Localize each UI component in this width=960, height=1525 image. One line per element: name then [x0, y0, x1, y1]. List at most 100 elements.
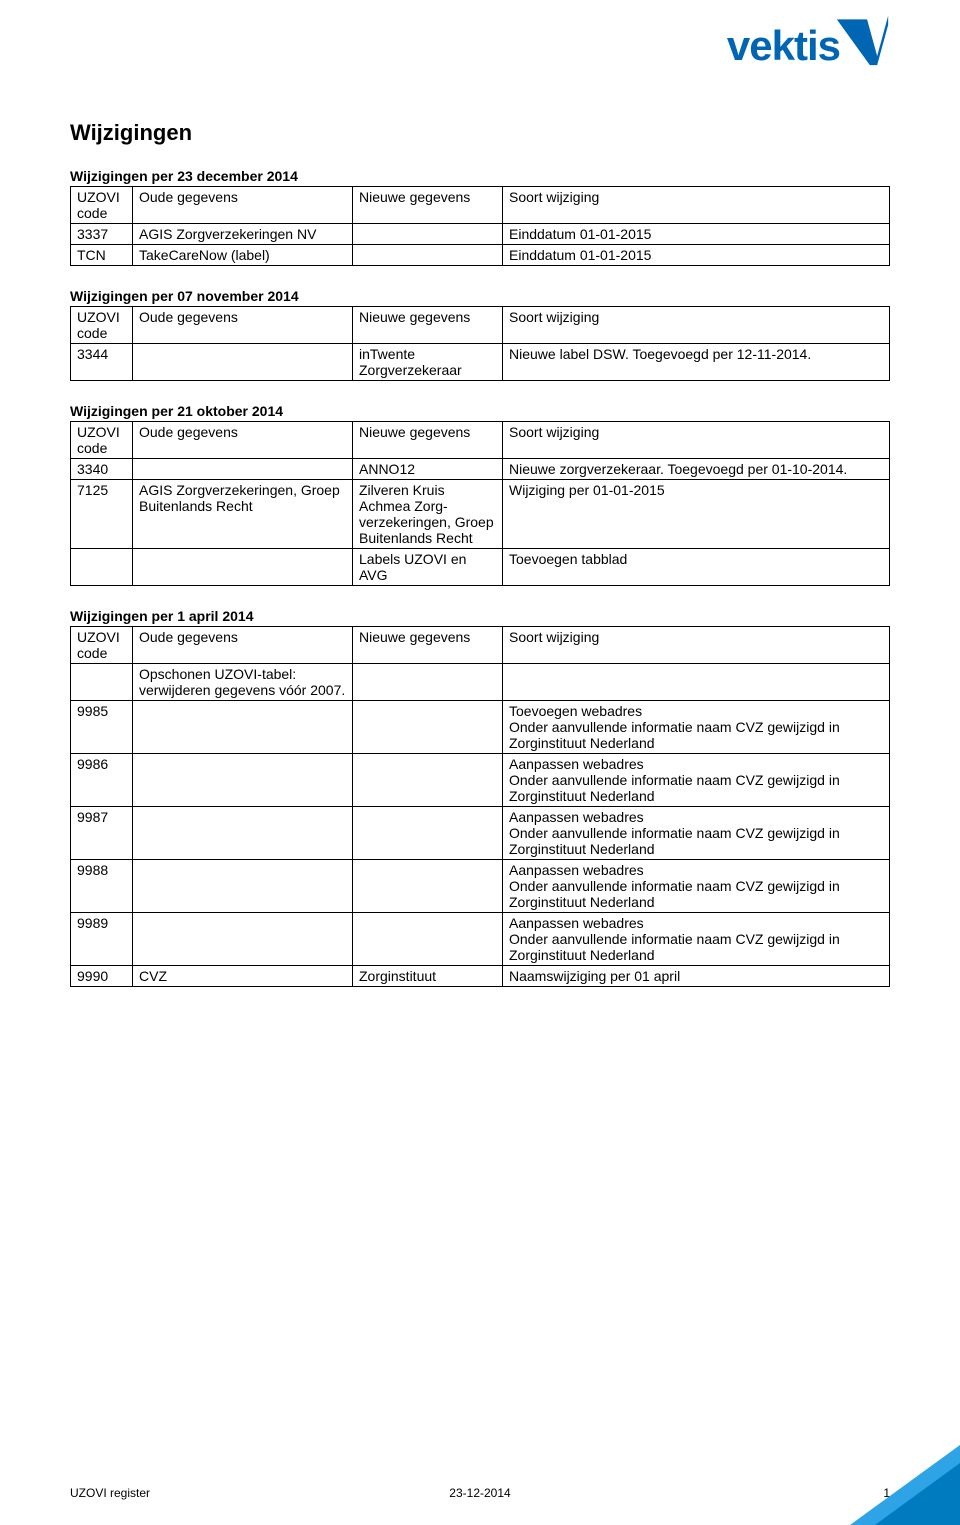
header-nieuwe: Nieuwe gegevens [353, 307, 503, 344]
changes-table: UZOVI codeOude gegevensNieuwe gegevensSo… [70, 306, 890, 381]
header-code: UZOVI code [71, 307, 133, 344]
header-code: UZOVI code [71, 187, 133, 224]
header-soort: Soort wijziging [503, 187, 890, 224]
cell-nieuwe: inTwente Zorgverzekeraar [353, 344, 503, 381]
table-row: 3337AGIS Zorgverzekeringen NV Einddatum 0… [71, 224, 890, 245]
cell-soort: Einddatum 01-01-2015 [503, 245, 890, 266]
table-row: 9985 Toevoegen webadresOnder aanvullende … [71, 701, 890, 754]
section-title: Wijzigingen per 21 oktober 2014 [70, 403, 890, 419]
table-header-row: UZOVI codeOude gegevensNieuwe gegevensSo… [71, 422, 890, 459]
cell-oude: AGIS Zorgverzekeringen, Groep Buitenland… [133, 480, 353, 549]
header-code: UZOVI code [71, 422, 133, 459]
cell-nieuwe [353, 701, 503, 754]
header-oude: Oude gegevens [133, 187, 353, 224]
header-soort: Soort wijziging [503, 422, 890, 459]
cell-nieuwe: Zilveren Kruis Achmea Zorg-verzekeringen… [353, 480, 503, 549]
cell-code: 7125 [71, 480, 133, 549]
cell-nieuwe [353, 913, 503, 966]
cell-soort: Nieuwe label DSW. Toegevoegd per 12-11-2… [503, 344, 890, 381]
header-nieuwe: Nieuwe gegevens [353, 422, 503, 459]
cell-oude [133, 807, 353, 860]
table-row: 3340 ANNO12Nieuwe zorgverzekeraar. Toegev… [71, 459, 890, 480]
cell-soort: Aanpassen webadresOnder aanvullende info… [503, 913, 890, 966]
cell-code: 9989 [71, 913, 133, 966]
sections-container: Wijzigingen per 23 december 2014 UZOVI co… [70, 168, 890, 987]
cell-soort: Toevoegen tabblad [503, 549, 890, 586]
page-title: Wijzigingen [70, 120, 890, 146]
table-header-row: UZOVI codeOude gegevensNieuwe gegevensSo… [71, 627, 890, 664]
table-row: 9989 Aanpassen webadresOnder aanvullende … [71, 913, 890, 966]
header-soort: Soort wijziging [503, 627, 890, 664]
section-title: Wijzigingen per 07 november 2014 [70, 288, 890, 304]
header-oude: Oude gegevens [133, 307, 353, 344]
footer-date: 23-12-2014 [449, 1486, 510, 1500]
cell-code: 9986 [71, 754, 133, 807]
header-code: UZOVI code [71, 627, 133, 664]
cell-nieuwe: ANNO12 [353, 459, 503, 480]
changes-table: UZOVI codeOude gegevensNieuwe gegevensSo… [70, 421, 890, 586]
header-oude: Oude gegevens [133, 422, 353, 459]
cell-code: 9990 [71, 966, 133, 987]
cell-soort: Aanpassen webadresOnder aanvullende info… [503, 754, 890, 807]
table-row: Labels UZOVI en AVGToevoegen tabblad [71, 549, 890, 586]
cell-nieuwe [353, 224, 503, 245]
cell-soort: Naamswijziging per 01 april [503, 966, 890, 987]
cell-soort: Aanpassen webadresOnder aanvullende info… [503, 807, 890, 860]
cell-soort [503, 664, 890, 701]
table-row: 3344 inTwente ZorgverzekeraarNieuwe label… [71, 344, 890, 381]
logo-text: vektis [727, 25, 840, 67]
table-header-row: UZOVI codeOude gegevensNieuwe gegevensSo… [71, 307, 890, 344]
logo: vektis [727, 12, 890, 67]
table-header-row: UZOVI codeOude gegevensNieuwe gegevensSo… [71, 187, 890, 224]
changes-table: UZOVI codeOude gegevensNieuwe gegevensSo… [70, 626, 890, 987]
cell-code: 9987 [71, 807, 133, 860]
cell-oude [133, 459, 353, 480]
cell-soort: Aanpassen webadresOnder aanvullende info… [503, 860, 890, 913]
cell-soort: Toevoegen webadresOnder aanvullende info… [503, 701, 890, 754]
cell-soort: Wijziging per 01-01-2015 [503, 480, 890, 549]
section-title: Wijzigingen per 1 april 2014 [70, 608, 890, 624]
table-row: 9986 Aanpassen webadresOnder aanvullende … [71, 754, 890, 807]
cell-code: 9985 [71, 701, 133, 754]
cell-oude [133, 701, 353, 754]
cell-nieuwe [353, 807, 503, 860]
table-row: Opschonen UZOVI-tabel: verwijderen gegev… [71, 664, 890, 701]
cell-oude: Opschonen UZOVI-tabel: verwijderen gegev… [133, 664, 353, 701]
cell-oude [133, 549, 353, 586]
table-row: 7125AGIS Zorgverzekeringen, Groep Buiten… [71, 480, 890, 549]
cell-soort: Einddatum 01-01-2015 [503, 224, 890, 245]
cell-nieuwe [353, 664, 503, 701]
header-soort: Soort wijziging [503, 307, 890, 344]
cell-code: 3344 [71, 344, 133, 381]
page-footer: UZOVI register 23-12-2014 1 [70, 1486, 890, 1500]
cell-oude: TakeCareNow (label) [133, 245, 353, 266]
cell-code: 9988 [71, 860, 133, 913]
cell-nieuwe [353, 754, 503, 807]
logo-swoosh-icon [835, 12, 890, 67]
table-row: TCNTakeCareNow (label) Einddatum 01-01-20… [71, 245, 890, 266]
cell-code: TCN [71, 245, 133, 266]
cell-code: 3337 [71, 224, 133, 245]
cell-code: 3340 [71, 459, 133, 480]
cell-code [71, 664, 133, 701]
table-row: 9987 Aanpassen webadresOnder aanvullende … [71, 807, 890, 860]
cell-nieuwe: Labels UZOVI en AVG [353, 549, 503, 586]
cell-nieuwe [353, 245, 503, 266]
changes-table: UZOVI codeOude gegevensNieuwe gegevensSo… [70, 186, 890, 266]
section-title: Wijzigingen per 23 december 2014 [70, 168, 890, 184]
cell-oude [133, 860, 353, 913]
document-page: vektis Wijzigingen Wijzigingen per 23 de… [0, 0, 960, 1525]
table-row: 9990CVZZorginstituutNaamswijziging per 0… [71, 966, 890, 987]
footer-left: UZOVI register [70, 1486, 150, 1500]
cell-oude: AGIS Zorgverzekeringen NV [133, 224, 353, 245]
cell-oude [133, 913, 353, 966]
table-row: 9988 Aanpassen webadresOnder aanvullende … [71, 860, 890, 913]
header-oude: Oude gegevens [133, 627, 353, 664]
cell-oude: CVZ [133, 966, 353, 987]
cell-oude [133, 754, 353, 807]
header-nieuwe: Nieuwe gegevens [353, 187, 503, 224]
header-nieuwe: Nieuwe gegevens [353, 627, 503, 664]
cell-soort: Nieuwe zorgverzekeraar. Toegevoegd per 0… [503, 459, 890, 480]
cell-code [71, 549, 133, 586]
cell-nieuwe: Zorginstituut [353, 966, 503, 987]
